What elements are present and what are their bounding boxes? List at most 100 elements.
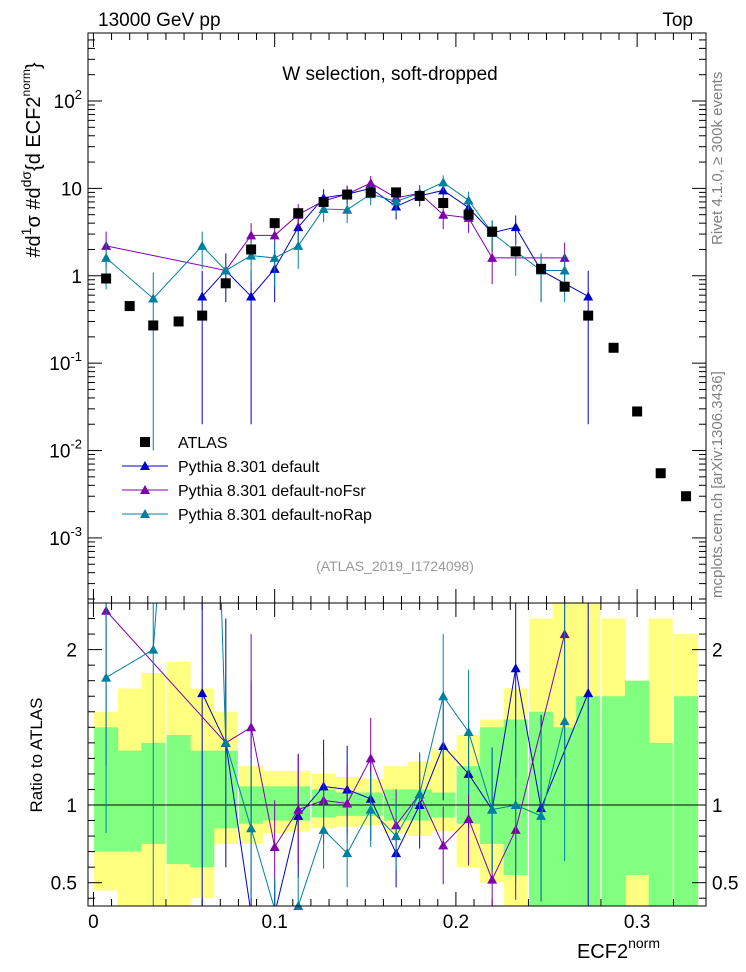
main-y-tick-label: 10-2 xyxy=(49,437,82,463)
ratio-y-tick-label-right: 2 xyxy=(712,641,723,662)
ratio-y-tick-label: 1 xyxy=(66,796,77,817)
ratio-y-tick-label-right: 1 xyxy=(712,796,723,817)
energy-label: 13000 GeV pp xyxy=(98,10,221,31)
data-point xyxy=(197,240,208,250)
side-label-top: Rivet 4.1.0, ≥ 300k events xyxy=(709,72,726,245)
data-point xyxy=(510,222,521,232)
x-axis-title: ECF2norm xyxy=(577,935,660,963)
ratio-band-green xyxy=(601,696,626,906)
data-point xyxy=(536,263,547,274)
main-y-tick-label: 102 xyxy=(54,87,82,113)
data-point xyxy=(124,301,135,312)
data-point xyxy=(269,252,280,262)
x-tick-label: 0 xyxy=(88,912,99,933)
main-y-title: #d1σ #ddσ{d ECF2norm} xyxy=(18,62,45,257)
ratio-point xyxy=(148,644,159,654)
main-y-tick-base: 10 xyxy=(61,179,82,200)
ratio-y-tick-label: 2 xyxy=(66,641,77,662)
ratio-point xyxy=(438,840,449,850)
data-point xyxy=(173,316,184,327)
series-line xyxy=(105,181,565,300)
ratio-point xyxy=(197,688,208,698)
ratio-band-green xyxy=(625,680,650,875)
data-point xyxy=(438,198,449,209)
data-point xyxy=(391,196,402,206)
ratio-point xyxy=(293,804,304,814)
main-y-tick-base: 10 xyxy=(49,354,70,375)
ratio-point xyxy=(269,841,280,851)
ratio-point xyxy=(487,874,498,884)
data-point xyxy=(246,244,257,255)
data-point xyxy=(246,291,257,301)
legend-marker xyxy=(140,509,150,518)
data-point xyxy=(487,252,498,262)
data-point xyxy=(414,190,425,201)
ratio-point xyxy=(559,716,570,726)
ratio-point xyxy=(318,824,329,834)
main-y-tick-base: 10 xyxy=(49,442,70,463)
data-point xyxy=(365,187,376,198)
data-point xyxy=(148,293,159,303)
series-atlas xyxy=(101,187,692,502)
data-point xyxy=(293,240,304,250)
plot-title: W selection, soft-dropped xyxy=(282,64,497,85)
ratio-point xyxy=(487,804,498,814)
data-point xyxy=(269,230,280,240)
x-axis-title-sup: norm xyxy=(628,935,660,951)
x-axis-title-main: ECF2 xyxy=(577,941,628,963)
data-point xyxy=(197,310,208,321)
ratio-point xyxy=(101,672,112,682)
data-point xyxy=(559,281,570,292)
data-point xyxy=(655,468,666,479)
data-point xyxy=(318,196,329,207)
data-point xyxy=(246,250,257,260)
data-point xyxy=(148,320,159,331)
main-y-tick-label: 10 xyxy=(61,179,82,200)
ratio-data-layer xyxy=(101,603,594,910)
ratio-point xyxy=(246,722,257,732)
analysis-id: (ATLAS_2019_I1724098) xyxy=(316,558,474,574)
ratio-point xyxy=(365,753,376,763)
series-pythia-8-301-default xyxy=(197,180,594,425)
data-point xyxy=(487,226,498,237)
data-point xyxy=(220,265,231,275)
data-point xyxy=(246,230,257,240)
main-data-layer xyxy=(101,175,692,502)
data-point xyxy=(608,342,619,353)
ratio-y-tick-label-right: 0.5 xyxy=(712,874,738,895)
data-point xyxy=(101,252,112,262)
legend-marker xyxy=(140,461,150,470)
ratio-point xyxy=(438,691,449,701)
data-point xyxy=(583,310,594,321)
legend-marker xyxy=(140,485,150,494)
ratio-y-title: Ratio to ATLAS xyxy=(27,698,46,813)
ratio-band-green xyxy=(648,742,673,906)
ratio-point xyxy=(342,798,353,808)
ratio-point xyxy=(510,800,521,809)
data-point xyxy=(438,209,449,219)
data-point xyxy=(438,177,449,187)
ratio-point xyxy=(463,726,474,736)
ratio-point xyxy=(220,737,231,747)
legend: ATLAS Pythia 8.301 default Pythia 8.301 de… xyxy=(122,435,372,524)
ratio-line xyxy=(105,603,566,906)
data-point xyxy=(318,204,329,214)
legend-label: ATLAS xyxy=(178,435,228,452)
ratio-series-pythia-8-301-default-norap xyxy=(101,603,570,910)
data-point xyxy=(632,406,643,417)
main-y-tick-exp: -2 xyxy=(70,437,82,452)
x-tick-label: 0.2 xyxy=(443,912,469,933)
data-point xyxy=(365,178,376,188)
data-point xyxy=(510,246,521,257)
ratio-frame xyxy=(87,602,707,907)
legend-label: Pythia 8.301 default-noFsr xyxy=(178,483,366,500)
legend-marker xyxy=(140,437,150,447)
data-point xyxy=(342,189,353,200)
ratio-point xyxy=(463,813,474,823)
ratio-panel: 0.5 0.5 1 1 2 2 xyxy=(51,602,738,910)
legend-label: Pythia 8.301 default xyxy=(178,459,320,476)
ratio-band-green xyxy=(674,696,699,906)
ratio-band-green xyxy=(166,735,191,865)
